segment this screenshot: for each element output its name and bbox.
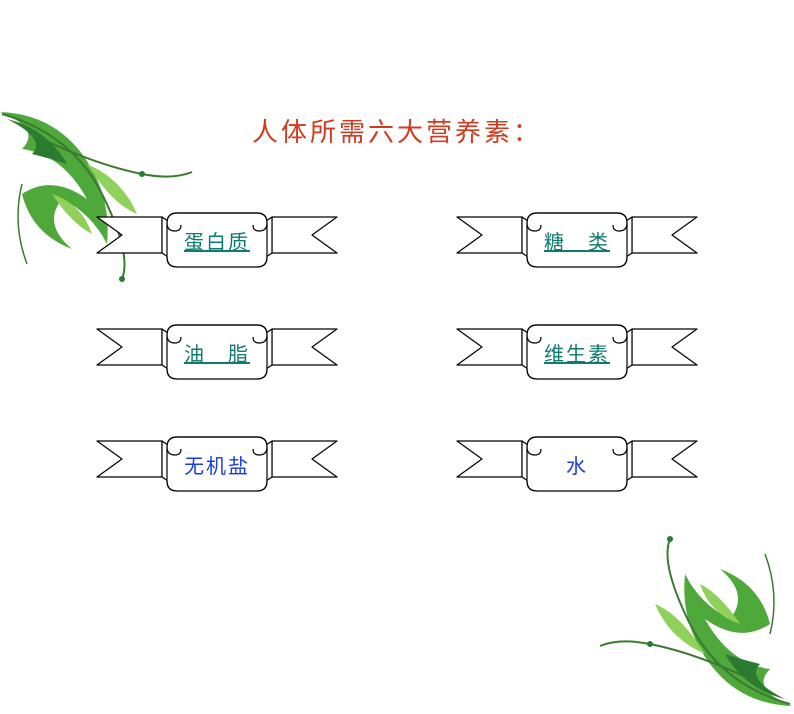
nutrient-4: 无机盐	[87, 433, 347, 495]
page-title: 人体所需六大营养素：	[0, 112, 794, 149]
nutrient-label-5: 水	[566, 450, 588, 479]
nutrient-label-1[interactable]: 糖 类	[544, 226, 610, 255]
nutrient-0[interactable]: 蛋白质	[87, 209, 347, 271]
nutrient-3[interactable]: 维生素	[447, 321, 707, 383]
nutrient-5: 水	[447, 433, 707, 495]
nutrient-label-2[interactable]: 油 脂	[184, 338, 250, 367]
nutrient-1[interactable]: 糖 类	[447, 209, 707, 271]
nutrient-2[interactable]: 油 脂	[87, 321, 347, 383]
nutrient-label-4: 无机盐	[184, 450, 250, 479]
nutrients-grid: 蛋白质 糖 类 油 脂	[87, 209, 707, 495]
leaf-decoration-bottom-right	[590, 534, 794, 714]
nutrient-label-3[interactable]: 维生素	[544, 338, 610, 367]
nutrient-label-0[interactable]: 蛋白质	[184, 226, 250, 255]
